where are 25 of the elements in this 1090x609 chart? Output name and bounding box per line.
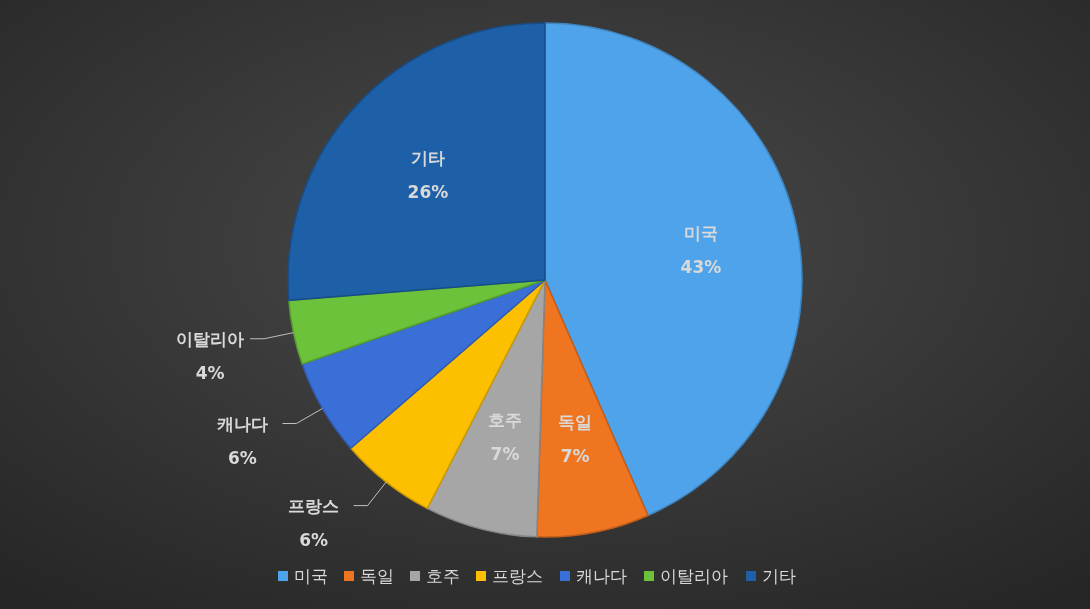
pie-slice [544,22,803,517]
slice-label: 캐나다 [216,413,268,434]
pie-slice [288,279,546,365]
data-label: 43% [680,257,722,278]
legend-label: 기타 [762,566,796,586]
pie-slice [350,279,546,510]
data-label: 4% [195,362,225,383]
category-label: 미국 [294,566,328,586]
legend-label: 프랑스 [492,566,543,586]
slice-label: 기타 [410,147,445,168]
data-label: 6% [299,529,329,550]
slice-label: 독일 [558,412,593,433]
legend-label: 이탈리아 [660,566,728,586]
pie-slice [287,22,546,302]
legend-label: 호주 [426,566,460,586]
legend-label: 독일 [360,566,394,586]
data-label: 6% [228,447,257,468]
slice-label: 이탈리아 [176,328,245,349]
data-label: 26% [407,181,449,202]
slice-label: 프랑스 [288,495,340,516]
slice-label: 미국 [683,223,718,244]
pie-slice [426,279,546,538]
legend-label: 캐나다 [576,566,627,586]
pie-slice [536,279,649,538]
data-label: 7% [560,446,590,467]
